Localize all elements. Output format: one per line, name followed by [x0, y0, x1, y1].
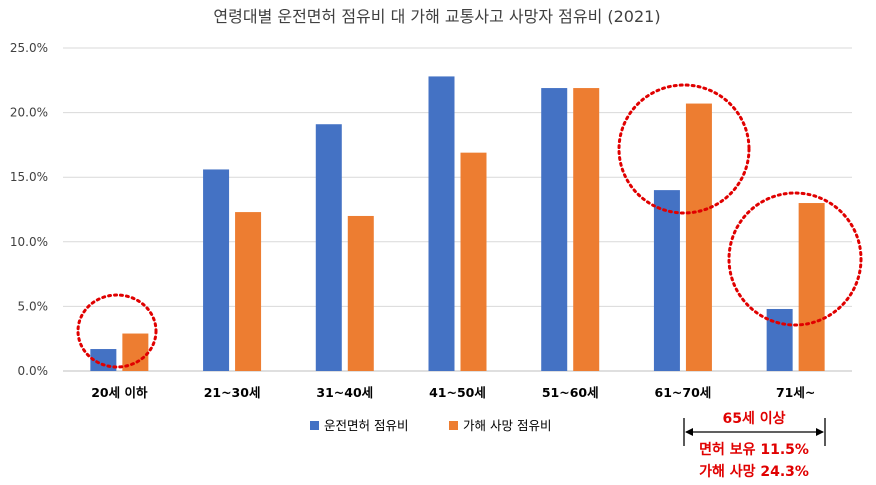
chart-title: 연령대별 운전면허 점유비 대 가해 교통사고 사망자 점유비 (2021)	[213, 7, 660, 26]
x-tick-label: 61~70세	[655, 385, 712, 400]
y-axis: 0.0% 5.0% 10.0% 15.0% 20.0% 25.0%	[10, 41, 48, 378]
bar-fatality-2	[347, 215, 374, 371]
y-tick-label: 0.0%	[18, 364, 49, 378]
bar-fatality-6	[798, 203, 825, 371]
bar-fatality-1	[235, 212, 262, 371]
legend-label-1: 가해 사망 점유비	[463, 418, 551, 433]
annotation-line-1: 면허 보유 11.5%	[699, 441, 809, 458]
y-tick-label: 10.0%	[10, 235, 48, 249]
legend-swatch-0	[310, 421, 319, 430]
bars	[90, 76, 825, 371]
y-tick-label: 5.0%	[18, 299, 49, 313]
group-label: 65세 이상	[723, 410, 786, 427]
y-tick-label: 20.0%	[10, 106, 48, 120]
bar-license-1	[203, 169, 230, 371]
y-tick-label: 15.0%	[10, 170, 48, 184]
annotation-line-2: 가해 사망 24.3%	[699, 463, 809, 480]
arrow-right-icon	[816, 428, 824, 436]
bar-license-3	[428, 76, 455, 371]
x-tick-label: 21~30세	[204, 385, 261, 400]
bar-license-2	[315, 124, 342, 371]
highlight-circle-2	[727, 191, 863, 327]
highlight-circle-1	[617, 83, 751, 215]
bar-license-6	[766, 308, 793, 371]
legend-label-0: 운전면허 점유비	[324, 418, 408, 433]
legend-swatch-1	[449, 421, 458, 430]
x-tick-label: 31~40세	[316, 385, 373, 400]
x-tick-label: 71세~	[776, 385, 815, 400]
x-tick-label: 20세 이하	[91, 385, 148, 400]
bar-license-4	[541, 88, 568, 371]
bar-fatality-5	[685, 103, 712, 371]
bar-fatality-4	[573, 88, 600, 371]
highlight-circle-0	[76, 293, 158, 369]
arrow-left-icon	[685, 428, 693, 436]
y-tick-label: 25.0%	[10, 41, 48, 55]
grid-lines	[63, 47, 852, 372]
x-tick-label: 51~60세	[542, 385, 599, 400]
bar-fatality-3	[460, 152, 487, 371]
group-label-backing	[716, 408, 792, 428]
x-axis: 20세 이하 21~30세 31~40세 41~50세 51~60세 61~70세 71세~	[91, 385, 815, 400]
x-tick-label: 41~50세	[429, 385, 486, 400]
legend: 운전면허 점유비 가해 사망 점유비	[310, 418, 551, 433]
bar-license-5	[653, 190, 680, 371]
